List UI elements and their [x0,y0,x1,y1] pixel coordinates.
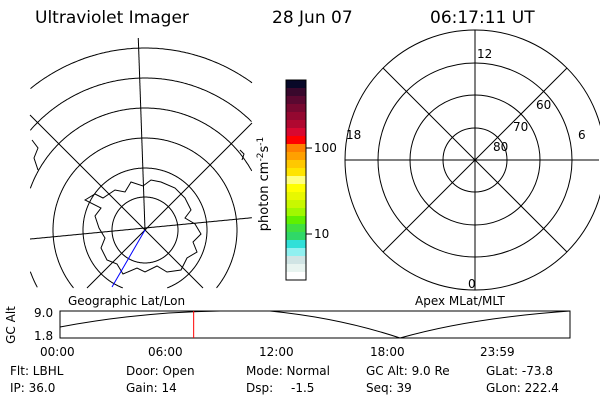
longitude-line [30,217,253,240]
colorbar-segment [286,144,306,153]
colorbar-segment [286,168,306,177]
colorbar-frame [285,79,307,281]
colorbar-segment [286,160,306,169]
colorbar-segment [286,240,306,249]
colorbar-tick-10: 10 [314,227,330,241]
satellite-track [111,229,146,288]
latitude-circle [52,137,238,289]
colorbar-segment [286,152,306,161]
altitude-ylabel: GC Alt [3,306,18,344]
lat-label-80: 80 [493,140,509,154]
xtick-0000: 00:00 [40,345,75,359]
colorbar-segment [286,184,306,193]
mlt-label-18: 18 [346,128,362,142]
colorbar-segment [286,232,306,241]
longitude-line [29,114,204,289]
colorbar-segment [286,136,306,145]
geographic-map [29,38,253,289]
colorbar-segment [286,224,306,233]
colorbar-segment [286,120,306,129]
lat-label-70: 70 [513,120,529,134]
seq-info: Seq: 39 [366,381,412,395]
colorbar-label: photon cm-2s-1 [255,136,273,232]
colorbar-segment [286,216,306,225]
colorbar [286,80,306,281]
colorbar-segment [286,256,306,265]
xtick-1200: 12:00 [259,345,294,359]
longitude-line [86,122,253,289]
colorbar-segment [286,88,306,97]
longitude-line [137,38,146,230]
gcalt-info: GC Alt: 9.0 Re [366,364,450,378]
colorbar-segment [286,112,306,121]
colorbar-segment [286,208,306,217]
latitude-circle [111,196,179,264]
colorbar-segment [286,248,306,257]
apex-polar-plot [344,29,600,291]
filter-info: Flt: LBHL [10,364,64,378]
colorbar-segment [286,80,306,89]
altitude-plot [59,310,571,339]
xtick-2359: 23:59 [480,345,515,359]
coastline-island [239,149,245,161]
lat-label-60: 60 [536,98,552,112]
colorbar-segment [286,200,306,209]
xtick-0600: 06:00 [148,345,183,359]
colorbar-segment [286,104,306,113]
coastline [83,179,202,275]
altitude-ytick-9: 9.0 [34,306,54,320]
dsp-value: -1.5 [291,381,315,395]
colorbar-segment [286,96,306,105]
xtick-1800: 18:00 [370,345,405,359]
apex-label: Apex MLat/MLT [415,294,505,308]
colorbar-segment [286,176,306,185]
gain-info: Gain: 14 [126,381,177,395]
mlt-label-12: 12 [477,47,493,61]
glat-info: GLat: -73.8 [486,364,553,378]
latitude-circle [29,77,252,131]
latitude-circle [82,167,208,289]
mlt-label-6: 6 [578,128,586,142]
mode-info: Mode: Normal [246,364,330,378]
geographic-label: Geographic Lat/Lon [68,294,186,308]
colorbar-tick-100: 100 [314,141,337,155]
glon-info: GLon: 222.4 [486,381,559,395]
altitude-ytick-1-8: 1.8 [34,329,54,343]
latitude-circle [29,107,253,288]
mlt-label-0: 0 [468,277,476,291]
colorbar-ticks [306,147,312,235]
coastline-island [31,139,39,171]
dsp-label: Dsp: [246,381,274,395]
colorbar-segment [286,264,306,273]
latitude-circle [30,47,253,89]
date-label: 28 Jun 07 [272,8,353,28]
door-info: Door: Open [126,364,195,378]
ip-info: IP: 36.0 [10,381,56,395]
colorbar-segment [286,272,306,281]
colorbar-segment [286,128,306,137]
colorbar-segment [286,192,306,201]
time-label: 06:17:11 UT [430,8,535,28]
instrument-title: Ultraviolet Imager [35,8,189,28]
